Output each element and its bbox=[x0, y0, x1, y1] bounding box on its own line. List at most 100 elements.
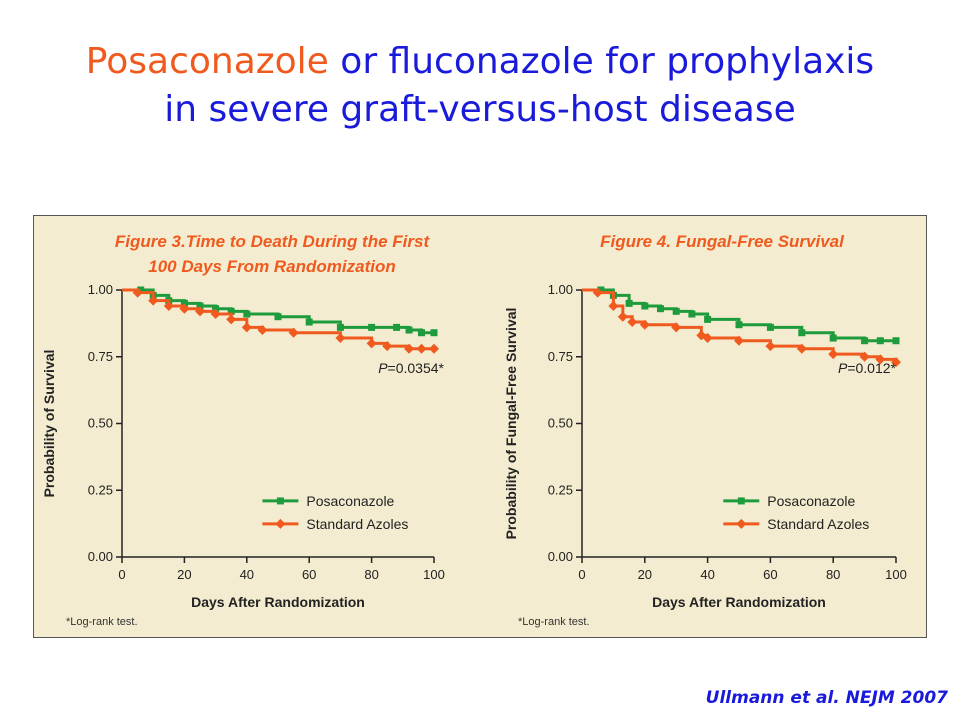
y-tick-label: 0.75 bbox=[548, 349, 573, 364]
data-point bbox=[257, 325, 268, 336]
data-point bbox=[405, 326, 413, 334]
slide-title-line1: Posaconazole or fluconazole for prophyla… bbox=[0, 38, 960, 86]
data-point bbox=[382, 341, 393, 352]
figures-svg: Figure 3.Time to Death During the First 1… bbox=[41, 232, 907, 628]
data-point bbox=[828, 349, 839, 360]
data-point bbox=[212, 305, 220, 313]
y-tick-label: 0.75 bbox=[88, 349, 113, 364]
data-point bbox=[688, 310, 696, 318]
data-point bbox=[430, 329, 438, 337]
x-tick-label: 80 bbox=[826, 567, 840, 582]
data-point bbox=[672, 307, 680, 315]
p-value-annotation: P=0.0354* bbox=[378, 360, 444, 376]
data-point bbox=[195, 306, 205, 317]
data-point bbox=[641, 302, 649, 310]
x-tick-label: 20 bbox=[638, 567, 652, 582]
data-point bbox=[418, 329, 426, 337]
data-point bbox=[796, 343, 807, 354]
title-line1-rest: or fluconazole for prophylaxis bbox=[328, 41, 875, 82]
footnote: *Log-rank test. bbox=[66, 616, 138, 628]
data-point bbox=[241, 322, 252, 333]
p-value: =0.0354* bbox=[388, 360, 445, 376]
y-tick-label: 0.25 bbox=[548, 482, 573, 497]
legend-item: Posaconazole bbox=[723, 493, 855, 509]
x-axis-label: Days After Randomization bbox=[652, 594, 826, 610]
data-point bbox=[210, 309, 221, 320]
y-tick-label: 1.00 bbox=[88, 282, 113, 297]
data-point bbox=[368, 323, 376, 331]
chart-title-line: Figure 3.Time to Death During the First bbox=[115, 232, 431, 251]
legend-label: Standard Azoles bbox=[306, 516, 408, 532]
legend-label: Standard Azoles bbox=[767, 516, 869, 532]
data-point bbox=[876, 337, 884, 345]
footnote: *Log-rank test. bbox=[518, 616, 590, 628]
data-point bbox=[196, 302, 204, 310]
data-point bbox=[288, 327, 299, 338]
slide-title-line2: in severe graft-versus-host disease bbox=[164, 89, 796, 130]
data-point bbox=[132, 287, 143, 298]
data-point bbox=[179, 303, 190, 314]
data-point bbox=[829, 334, 837, 342]
chart-title-line: 100 Days From Randomization bbox=[148, 257, 396, 276]
chart-1: Figure 3.Time to Death During the First 1… bbox=[41, 232, 445, 628]
data-point bbox=[608, 301, 619, 312]
data-point bbox=[892, 337, 900, 345]
chart-title-line: Figure 4. Fungal-Free Survival bbox=[600, 232, 845, 251]
data-point bbox=[226, 314, 237, 325]
x-tick-label: 100 bbox=[423, 567, 445, 582]
data-point bbox=[734, 335, 744, 346]
y-tick-label: 0.00 bbox=[88, 549, 113, 564]
series-line bbox=[122, 288, 434, 335]
slide-title: Posaconazole or fluconazole for prophyla… bbox=[0, 38, 960, 134]
data-point bbox=[366, 338, 377, 349]
y-tick-label: 0.50 bbox=[548, 416, 573, 431]
p-symbol: P bbox=[378, 360, 388, 376]
x-tick-label: 40 bbox=[240, 567, 254, 582]
data-point bbox=[704, 315, 712, 323]
figure-panel: Figure 3.Time to Death During the First 1… bbox=[33, 215, 927, 638]
data-point bbox=[429, 343, 439, 354]
legend-item: Posaconazole bbox=[262, 493, 395, 509]
p-value-annotation: P=0.012* bbox=[838, 360, 897, 376]
data-point bbox=[639, 319, 650, 330]
data-point bbox=[617, 311, 628, 322]
x-tick-label: 60 bbox=[302, 567, 316, 582]
x-tick-label: 40 bbox=[700, 567, 714, 582]
x-tick-label: 80 bbox=[364, 567, 378, 582]
data-point bbox=[336, 323, 344, 331]
data-point bbox=[227, 307, 235, 315]
p-value: =0.012* bbox=[847, 360, 896, 376]
data-point bbox=[891, 357, 901, 368]
legend-marker bbox=[736, 518, 747, 529]
data-point bbox=[875, 354, 886, 365]
data-point bbox=[393, 323, 401, 331]
data-point bbox=[404, 343, 415, 354]
data-point bbox=[416, 343, 427, 354]
series-posaconazole bbox=[582, 286, 900, 345]
x-tick-label: 100 bbox=[885, 567, 907, 582]
legend-item: Standard Azoles bbox=[723, 516, 869, 532]
data-point bbox=[274, 313, 282, 321]
data-point bbox=[798, 329, 806, 337]
x-tick-label: 20 bbox=[177, 567, 191, 582]
data-point bbox=[335, 333, 346, 344]
y-tick-label: 1.00 bbox=[548, 282, 573, 297]
legend-label: Posaconazole bbox=[306, 493, 394, 509]
data-point bbox=[137, 286, 145, 294]
chart-2: Figure 4. Fungal-Free Survival 0.00 0.25 0.… bbox=[503, 232, 907, 628]
legend-label: Posaconazole bbox=[767, 493, 855, 509]
data-point bbox=[597, 286, 605, 294]
data-point bbox=[765, 341, 776, 352]
legend-marker bbox=[737, 497, 745, 505]
series-standard-azoles bbox=[122, 287, 439, 354]
legend-marker bbox=[276, 497, 284, 505]
data-point bbox=[861, 337, 869, 345]
data-point bbox=[625, 299, 633, 307]
data-point bbox=[305, 318, 313, 326]
legend-item: Standard Azoles bbox=[262, 516, 408, 532]
y-axis-label: Probability of Survival bbox=[41, 350, 57, 498]
data-point bbox=[696, 330, 707, 341]
x-tick-label: 60 bbox=[763, 567, 777, 582]
data-point bbox=[243, 310, 251, 318]
data-point bbox=[735, 321, 743, 329]
